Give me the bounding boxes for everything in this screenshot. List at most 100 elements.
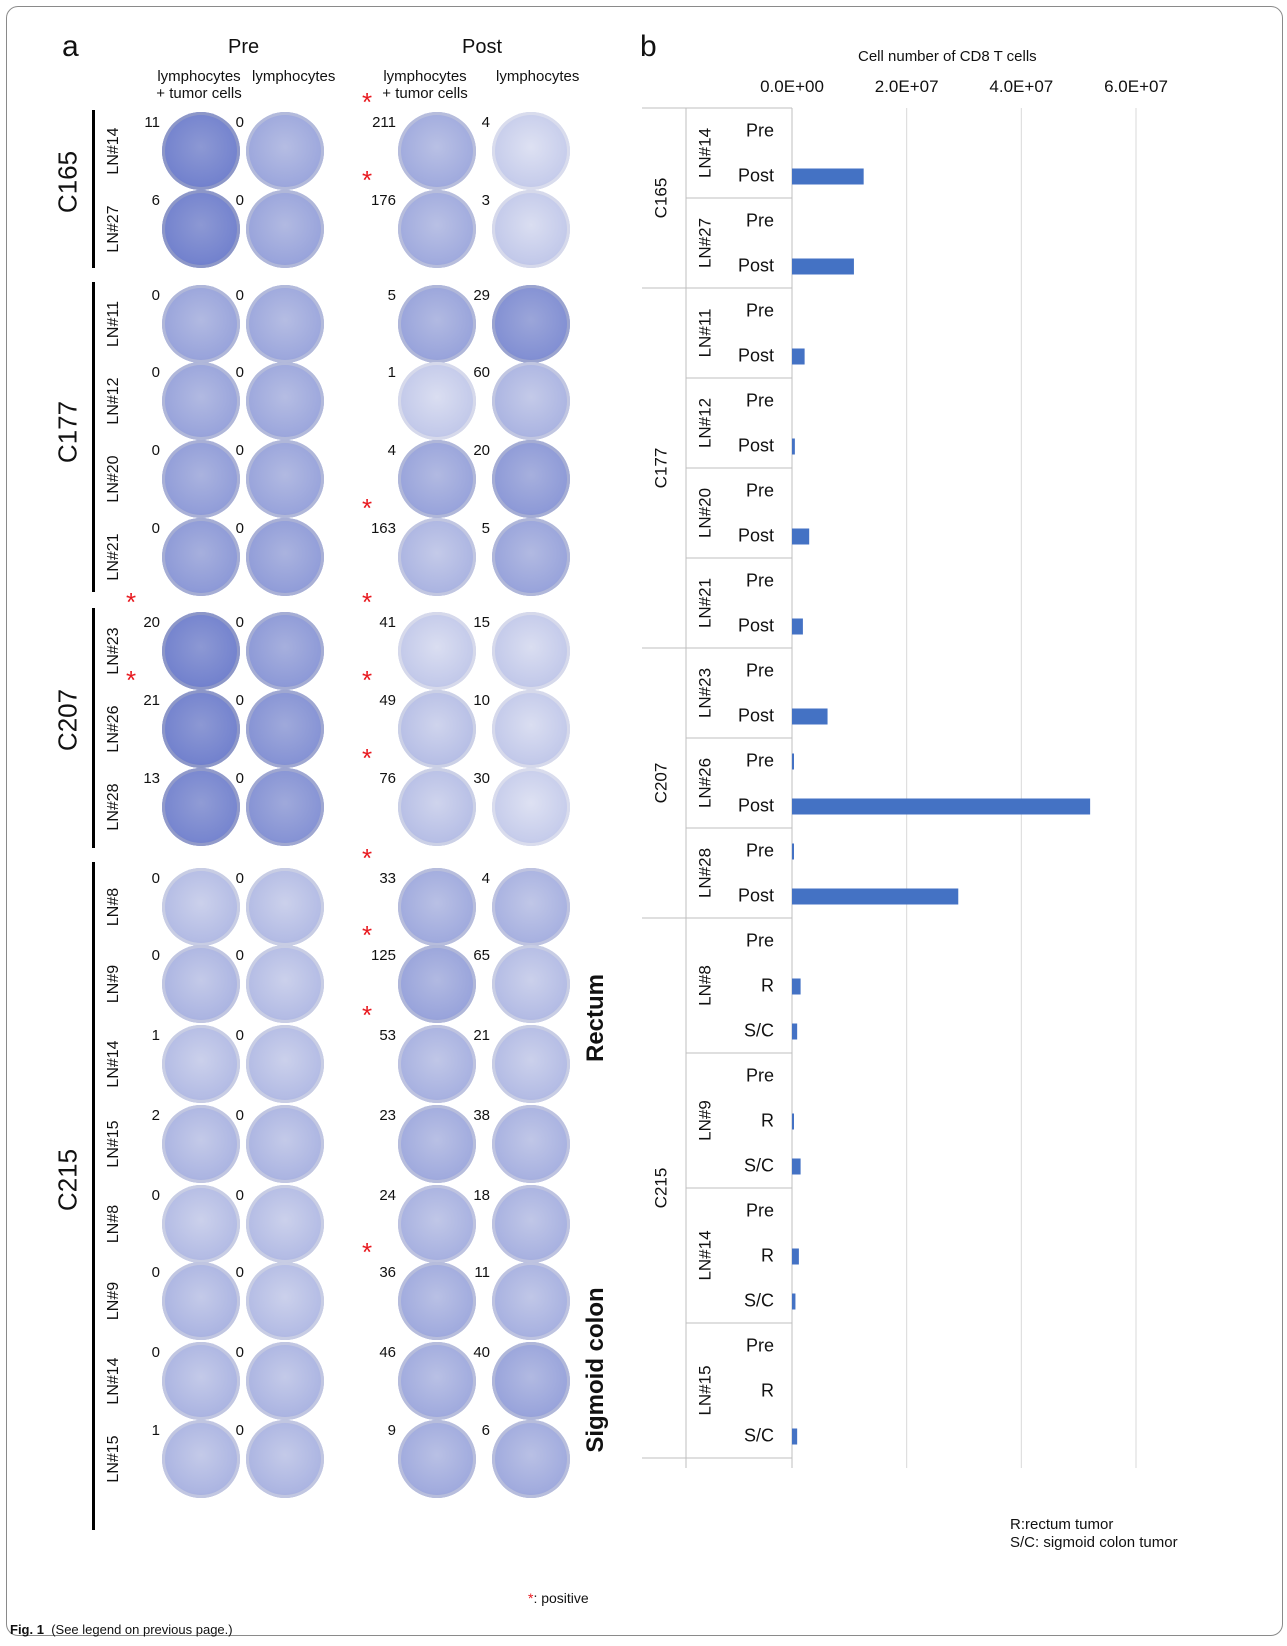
- colony-count: 29: [473, 287, 490, 304]
- colony-count: 5: [481, 520, 490, 537]
- colony-count: 0: [235, 770, 244, 787]
- colony-count: 176: [370, 192, 396, 209]
- patient-bracket-c215: [92, 862, 95, 1530]
- colony-count: 0: [235, 114, 244, 131]
- well-image: [492, 440, 570, 518]
- caption-label: Fig. 1: [10, 1622, 44, 1637]
- legend-note-rectum: R:rectum tumor: [1010, 1516, 1114, 1533]
- well-image: [492, 285, 570, 363]
- well-image: [398, 1420, 476, 1498]
- colony-count: 4: [387, 442, 396, 459]
- well-image: [492, 1185, 570, 1263]
- ln-label: LN#21: [105, 533, 122, 581]
- positive-marker: *: [362, 1237, 373, 1267]
- well-image: [492, 190, 570, 268]
- well-image: [492, 362, 570, 440]
- colony-count: 60: [473, 364, 490, 381]
- colony-count: 13: [143, 770, 160, 787]
- colony-count: 4: [481, 870, 490, 887]
- colony-count: 0: [151, 364, 160, 381]
- well-image: [492, 1420, 570, 1498]
- ln-label: LN#20: [105, 455, 122, 503]
- colony-count: 36: [379, 1264, 396, 1281]
- colony-count: 15: [473, 614, 490, 631]
- colony-count: 0: [151, 1344, 160, 1361]
- well-image: [492, 612, 570, 690]
- well-image: [492, 1342, 570, 1420]
- patient-bracket-c177: [92, 282, 95, 592]
- colony-count: 0: [235, 692, 244, 709]
- colony-count: 23: [379, 1107, 396, 1124]
- ln-label: LN#11: [105, 301, 122, 347]
- colony-count: 0: [151, 1187, 160, 1204]
- well-image: [398, 768, 476, 846]
- positive-marker: *: [362, 165, 373, 195]
- ln-label: LN#14: [105, 127, 122, 175]
- well-image: [246, 690, 324, 768]
- colony-count: 49: [379, 692, 396, 709]
- col-header-pre-lymph: lymphocytes: [252, 68, 336, 85]
- well-image: [492, 1262, 570, 1340]
- well-image: [162, 690, 240, 768]
- colony-count: 1: [151, 1027, 160, 1044]
- well-image: [162, 612, 240, 690]
- col-header-line2: + tumor cells: [156, 85, 242, 102]
- panel-b-letter: b: [640, 30, 657, 63]
- colony-count: 21: [473, 1027, 490, 1044]
- col-header-line2: + tumor cells: [382, 85, 468, 102]
- well-image: [246, 1025, 324, 1103]
- colony-count: 65: [473, 947, 490, 964]
- colony-count: 53: [379, 1027, 396, 1044]
- colony-count: 6: [151, 192, 160, 209]
- well-image: [398, 690, 476, 768]
- colony-count: 0: [151, 870, 160, 887]
- patient-bracket-c207: [92, 608, 95, 848]
- colony-count: 10: [473, 692, 490, 709]
- colony-count: 3: [481, 192, 490, 209]
- caption-text: (See legend on previous page.): [51, 1622, 233, 1637]
- well-image: [398, 112, 476, 190]
- colony-count: 76: [379, 770, 396, 787]
- well-image: [246, 362, 324, 440]
- patient-label-c215: C215: [52, 1148, 83, 1212]
- colony-count: 0: [235, 1344, 244, 1361]
- positive-marker: *: [126, 665, 137, 695]
- colony-count: 0: [235, 1027, 244, 1044]
- well-image: [492, 518, 570, 596]
- ln-label: LN#8: [105, 1204, 122, 1244]
- region-label-rectum: Rectum: [582, 973, 609, 1063]
- well-image: [398, 868, 476, 946]
- colony-count: 0: [151, 442, 160, 459]
- well-image: [246, 190, 324, 268]
- colony-count: 11: [144, 114, 160, 131]
- ln-label: LN#26: [105, 705, 122, 753]
- well-image: [398, 440, 476, 518]
- ln-label: LN#23: [105, 627, 122, 675]
- colony-count: 0: [235, 614, 244, 631]
- well-image: [162, 285, 240, 363]
- chart-title: Cell number of CD8 T cells: [858, 48, 1037, 65]
- panel-a-letter: a: [62, 30, 79, 63]
- well-image: [162, 1025, 240, 1103]
- colony-count: 0: [151, 520, 160, 537]
- ln-label: LN#15: [105, 1435, 122, 1483]
- colony-count: 0: [235, 442, 244, 459]
- well-image: [162, 518, 240, 596]
- ln-label: LN#12: [105, 377, 122, 425]
- well-image: [398, 1185, 476, 1263]
- colony-count: 4: [481, 114, 490, 131]
- well-image: [162, 190, 240, 268]
- patient-label-c207: C207: [52, 688, 83, 752]
- positive-marker: *: [362, 587, 373, 617]
- legend-note-sigmoid: S/C: sigmoid colon tumor: [1010, 1534, 1178, 1551]
- colony-count: 20: [473, 442, 490, 459]
- well-image: [162, 945, 240, 1023]
- colony-count: 163: [370, 520, 396, 537]
- well-image: [398, 285, 476, 363]
- col-header-line1: lymphocytes: [157, 68, 241, 85]
- ln-label: LN#15: [105, 1120, 122, 1168]
- well-image: [398, 1342, 476, 1420]
- ln-label: LN#9: [105, 1281, 122, 1321]
- positive-legend-text: : positive: [533, 1590, 589, 1606]
- positive-marker: *: [362, 1000, 373, 1030]
